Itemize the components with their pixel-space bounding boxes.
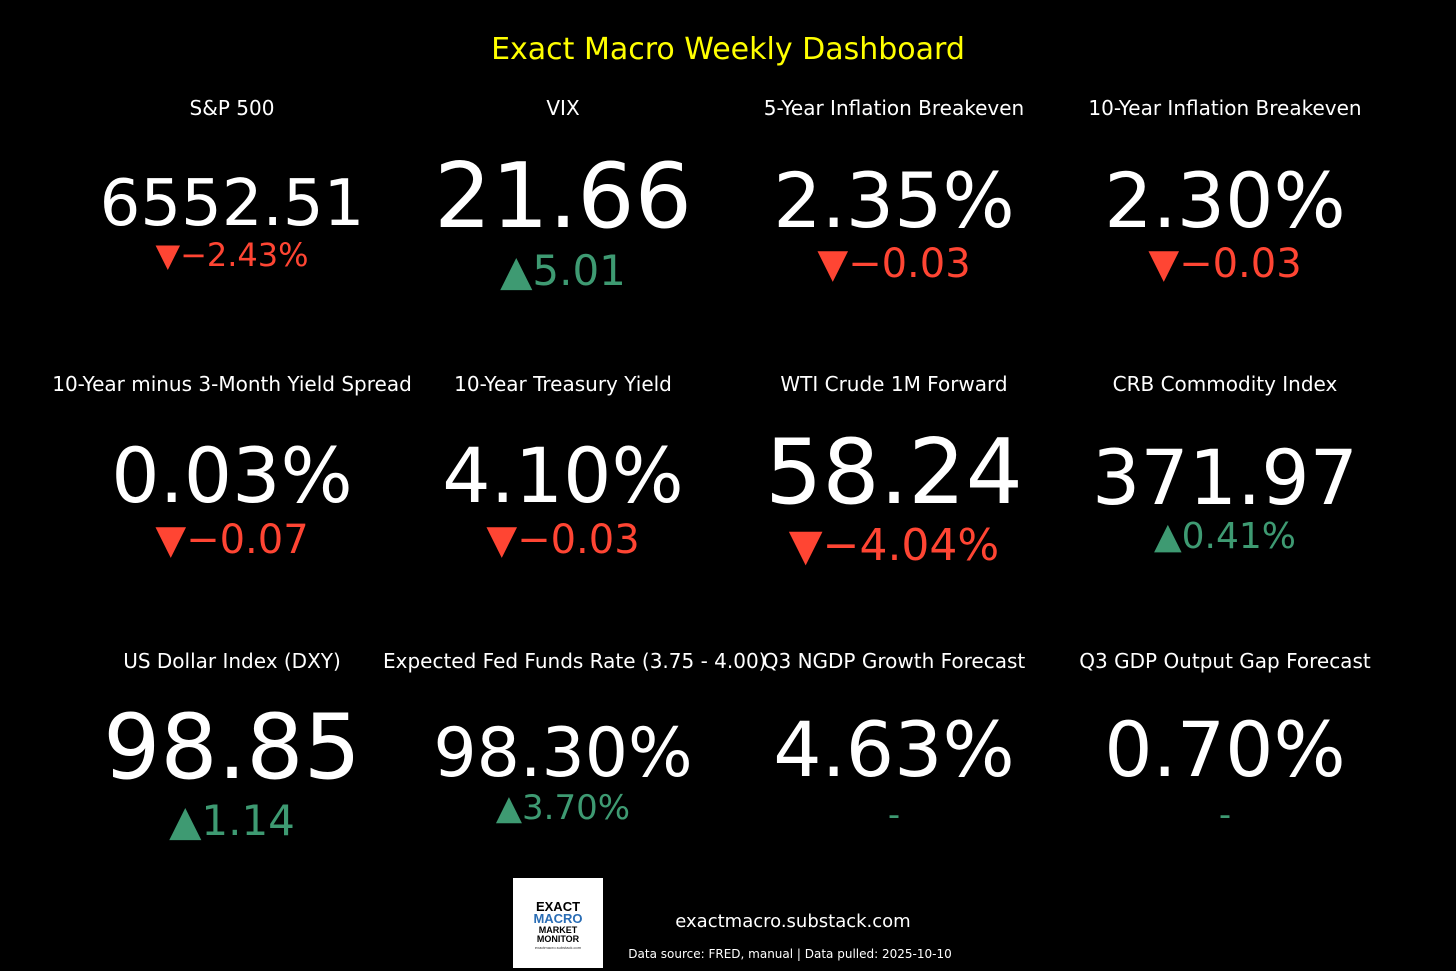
logo-line-market: MARKET <box>538 925 578 935</box>
metric-label: 10-Year minus 3-Month Yield Spread <box>52 372 412 396</box>
footer-source: Data source: FRED, manual | Data pulled:… <box>628 947 952 961</box>
metric-change: ▼−2.43% <box>155 236 309 274</box>
metric-value: 2.30% <box>1104 156 1346 245</box>
metric-change: ▲1.14 <box>169 796 295 845</box>
metric-value: 371.97 <box>1092 433 1358 522</box>
metric-value: 6552.51 <box>99 167 365 241</box>
logo-line-monitor: MONITOR <box>536 934 580 944</box>
metric-value: 0.70% <box>1104 705 1346 794</box>
metric-change: ▲0.41% <box>1153 516 1297 557</box>
logo-line-macro: MACRO <box>533 911 583 926</box>
metric-change: ▼−0.03 <box>817 241 971 287</box>
footer-site: exactmacro.substack.com <box>675 911 911 932</box>
metric-label: Q3 NGDP Growth Forecast <box>762 649 1026 673</box>
metric-value: 58.24 <box>765 420 1023 525</box>
dashboard-title: Exact Macro Weekly Dashboard <box>491 32 965 67</box>
metric-label: 10-Year Treasury Yield <box>454 372 672 396</box>
metric-value: 2.35% <box>773 156 1015 245</box>
metric-value: 21.66 <box>434 144 692 249</box>
metric-change: ▲3.70% <box>495 788 631 828</box>
metric-label: US Dollar Index (DXY) <box>123 649 341 673</box>
metric-label: Expected Fed Funds Rate (3.75 - 4.00) <box>383 649 767 673</box>
metric-label: 10-Year Inflation Breakeven <box>1088 96 1362 120</box>
logo-line-exact: EXACT <box>535 899 581 914</box>
logo-line-url: exactmacro.substack.com <box>534 945 582 950</box>
metric-value: 4.10% <box>442 431 684 520</box>
metric-change: - <box>887 795 901 835</box>
metric-value: 98.30% <box>433 714 693 793</box>
metric-label: CRB Commodity Index <box>1112 372 1338 396</box>
metric-change: ▼−4.04% <box>788 520 1000 571</box>
metric-value: 98.85 <box>103 695 361 800</box>
metric-label: S&P 500 <box>189 96 275 120</box>
metric-change: ▲5.01 <box>500 246 626 295</box>
metric-change: - <box>1218 795 1232 835</box>
exact-macro-logo: EXACT MACRO MARKET MONITOR exactmacro.su… <box>513 878 603 968</box>
metric-value: 4.63% <box>773 705 1015 794</box>
metric-change: ▼−0.03 <box>1148 241 1302 287</box>
metric-label: 5-Year Inflation Breakeven <box>763 96 1025 120</box>
metric-change: ▼−0.07 <box>155 517 309 563</box>
metric-label: Q3 GDP Output Gap Forecast <box>1079 649 1371 673</box>
metric-value: 0.03% <box>111 431 353 520</box>
metric-change: ▼−0.03 <box>486 517 640 563</box>
metric-label: VIX <box>546 96 580 120</box>
metric-label: WTI Crude 1M Forward <box>780 372 1008 396</box>
